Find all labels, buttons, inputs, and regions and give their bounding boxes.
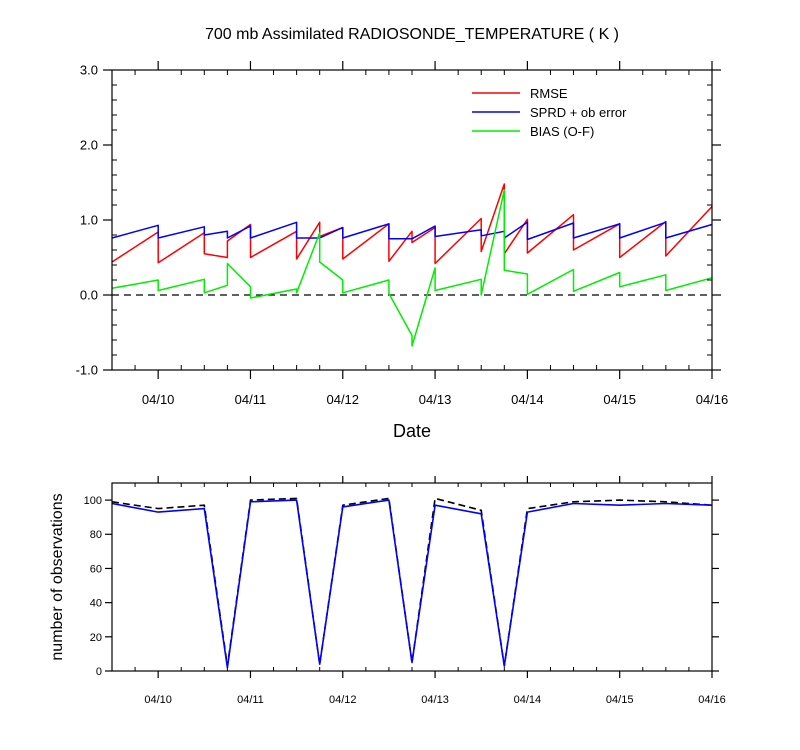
metrics-x-tick-label: 04/11 — [235, 392, 267, 407]
metrics-series-rmse — [111, 183, 713, 265]
metrics-x-tick-label: 04/10 — [142, 392, 175, 407]
observations-y-tick-label: 80 — [90, 529, 102, 541]
observations-y-tick-label: 60 — [90, 563, 102, 575]
observations-y-tick-label: 20 — [90, 632, 102, 644]
observations-plot-frame — [111, 482, 713, 672]
observations-series-possible-observations — [111, 497, 713, 667]
observations-x-tick-label: 04/16 — [698, 694, 726, 706]
metrics-y-tick-label: 0.0 — [80, 288, 98, 303]
chart-title: 700 mb Assimilated RADIOSONDE_TEMPERATUR… — [205, 26, 619, 43]
observations-x-tick-label: 04/10 — [144, 694, 172, 706]
metrics-y-tick-label: 1.0 — [80, 213, 98, 228]
metrics-series-bias-o-f — [111, 189, 713, 347]
observations-y-tick-label: 40 — [90, 598, 102, 610]
metrics-x-tick-label: 04/12 — [326, 392, 359, 407]
observations-x-tick-label: 04/13 — [421, 694, 449, 706]
observations-x-tick-label: 04/12 — [329, 694, 357, 706]
metrics-series-group — [111, 183, 713, 347]
metrics-x-tick-label: 04/13 — [419, 392, 452, 407]
observations-series-group — [111, 497, 713, 669]
metrics-x-tick-label: 04/15 — [603, 392, 636, 407]
legend-label-rmse: RMSE — [530, 86, 568, 101]
observations-series-assimilated-observations — [111, 499, 713, 669]
observations-y-tick-label: 0 — [96, 666, 102, 678]
metrics-x-tick-label: 04/14 — [511, 392, 544, 407]
legend-label-sprd: SPRD + ob error — [530, 105, 627, 120]
metrics-panel: 04/10 04/11 04/12 04/13 04/14 04/15 04/16 -1.0 0… — [76, 61, 729, 441]
metrics-ticks: 04/10 04/11 04/12 04/13 04/14 04/15 04/16 -1.0 0… — [76, 61, 729, 407]
observations-x-tick-label: 04/14 — [514, 694, 542, 706]
metrics-series-sprd-ob-error — [111, 221, 713, 241]
x-axis-label: Date — [393, 421, 431, 441]
metrics-x-tick-label: 04/16 — [696, 392, 729, 407]
observations-ticks: 04/10 04/11 04/12 04/13 04/14 04/15 04/16 0 20 40… — [84, 476, 726, 706]
legend-label-bias: BIAS (O-F) — [530, 124, 594, 139]
metrics-y-tick-label: 2.0 — [80, 138, 98, 153]
observations-y-tick-label: 100 — [84, 495, 102, 507]
metrics-y-tick-label: -1.0 — [76, 363, 98, 378]
metrics-legend: RMSE SPRD + ob error BIAS (O-F) — [472, 86, 627, 139]
observations-x-tick-label: 04/15 — [606, 694, 634, 706]
observations-x-tick-label: 04/11 — [237, 694, 264, 706]
observations-panel: 04/10 04/11 04/12 04/13 04/14 04/15 04/16 0 20 40… — [49, 476, 726, 706]
y-axis-label-observations: number of observations — [49, 493, 66, 660]
metrics-y-tick-label: 3.0 — [80, 63, 98, 78]
